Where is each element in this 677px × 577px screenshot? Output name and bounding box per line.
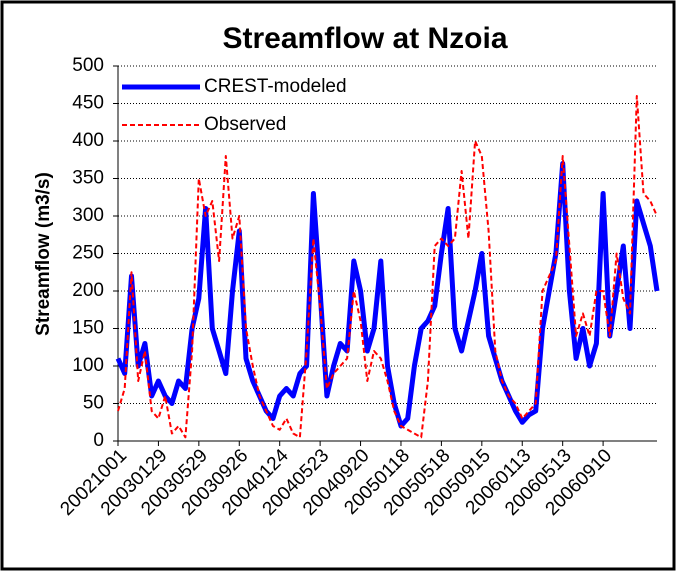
y-tick-label: 100 — [72, 355, 104, 376]
legend-label: CREST-modeled — [204, 76, 347, 97]
series-line — [117, 95, 658, 439]
y-tick-label: 300 — [72, 205, 104, 226]
y-tick-label: 500 — [72, 55, 104, 76]
y-tick-label: 350 — [72, 168, 104, 189]
y-axis-label: Streamflow (m3/s) — [33, 172, 54, 336]
legend-label: Observed — [204, 114, 286, 135]
y-tick-label: 200 — [72, 280, 104, 301]
chart-title: Streamflow at Nzoia — [222, 22, 507, 55]
y-tick-label: 250 — [72, 243, 104, 264]
y-tick-label: 150 — [72, 318, 104, 339]
y-tick-label: 0 — [93, 430, 104, 451]
series-line — [115, 161, 660, 429]
y-tick-label: 450 — [72, 93, 104, 114]
y-tick-label: 400 — [72, 130, 104, 151]
y-tick-label: 50 — [83, 393, 104, 414]
